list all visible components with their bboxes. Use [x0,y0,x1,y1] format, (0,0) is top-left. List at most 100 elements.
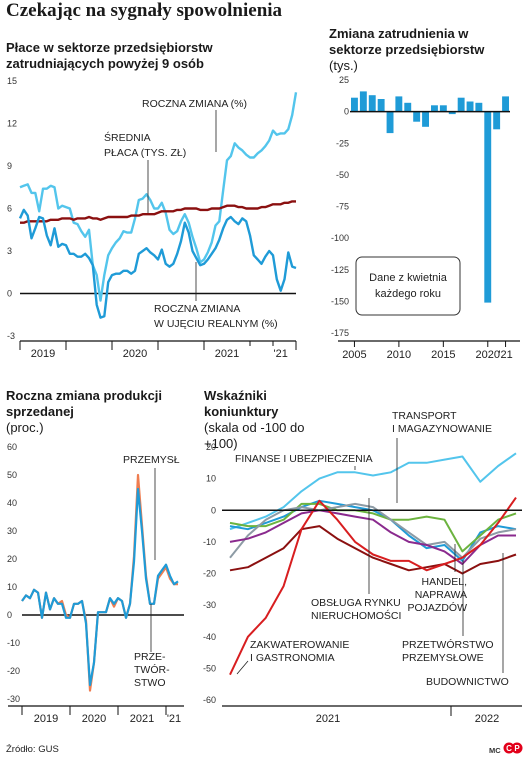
business-series-line [229,509,516,565]
production-y-tick: 50 [7,470,17,480]
employment-bar [359,91,367,112]
employment-bar [502,96,509,112]
business-annotation: TRANSPORT I MAGAZYNOWANIE [392,410,492,435]
production-x-label: 2019 [34,713,58,725]
production-annotation-industry: PRZEMYSŁ [123,454,180,466]
business-y-tick: -50 [203,663,216,673]
production-y-tick: -10 [7,638,20,648]
svg-text:C: C [506,744,512,753]
production-chart-title: Roczna zmiana produkcji sprzedanej (proc… [6,388,166,436]
source-note: Źródło: GUS [6,744,59,755]
employment-y-tick: -75 [336,202,349,212]
wages-y-tick: 9 [7,161,12,171]
employment-chart-title-text: Zmiana zatrudnienia w sektorze przedsięb… [329,26,485,57]
production-series-line [21,487,179,687]
employment-y-tick: 25 [339,75,349,85]
svg-text:P: P [514,744,520,753]
business-y-tick: -40 [203,632,216,642]
employment-bar [386,111,394,134]
business-chart-title: Wskaźniki koniunktury (skala od -100 do … [204,388,314,452]
production-annotation-manufacturing: TWÓR- [134,663,170,676]
employment-bar [413,111,421,122]
business-y-tick: -30 [203,600,216,610]
wages-series-line [18,208,297,319]
wages-annotation-real: ROCZNA ZMIANA W UJĘCIU REALNYM (%) [154,303,278,330]
employment-bar [466,101,474,112]
production-y-tick: 30 [7,526,17,536]
wages-y-tick: 6 [7,204,12,214]
employment-chart-subtitle: (tys.) [329,58,358,73]
wages-series-line [20,200,296,224]
employment-bar [377,99,385,112]
business-y-tick: -20 [203,569,216,579]
wages-y-tick: 3 [7,246,12,256]
employment-chart-title: Zmiana zatrudnienia w sektorze przedsięb… [329,26,524,74]
employment-bar [484,111,492,303]
wages-x-label: 2020 [123,348,147,360]
wages-x-label: 2019 [31,348,55,360]
employment-x-label: 2020 [476,349,500,361]
business-y-tick: 0 [211,505,216,515]
production-y-tick: 60 [7,442,17,452]
business-series-line [229,525,517,575]
employment-y-tick: -50 [336,170,349,180]
business-chart-title-text: Wskaźniki koniunktury [204,388,279,419]
employment-note-box [355,256,461,316]
business-annotation: ZAKWATEROWANIE I GASTRONOMIA [250,639,349,664]
production-x-label: 2021 [130,713,154,725]
author-credit: MC [489,746,501,755]
production-y-tick: -20 [7,666,20,676]
production-y-tick: -30 [7,694,20,704]
employment-x-label: 2010 [387,349,411,361]
production-x-label: 2020 [82,713,106,725]
business-chart-subtitle: (skala od -100 do +100) [204,420,305,451]
employment-y-tick: 0 [344,107,349,117]
wages-x-label: 2021 [215,348,239,360]
business-annotation-leader [236,660,249,675]
production-chart-subtitle: (proc.) [6,420,44,435]
employment-bar [448,111,456,115]
wages-series-line [19,92,298,302]
business-annotation: PRZETWÓRSTWO PRZEMYSŁOWE [402,638,494,664]
business-y-tick: 20 [206,442,216,452]
employment-bar [475,102,483,112]
wages-chart-title: Płace w sektorze przedsiębiorstw zatrudn… [6,40,213,71]
wages-x-label: '21 [273,348,287,360]
employment-note-text: Dane z kwietnia każdego roku [369,272,448,300]
employment-y-tick: -125 [331,265,349,275]
employment-bar [422,111,429,127]
wages-y-tick: 15 [7,76,17,86]
employment-x-label: 2015 [431,349,455,361]
production-y-tick: 40 [7,498,17,508]
employment-y-tick: -25 [336,138,349,148]
business-x-label: 2021 [316,713,340,725]
employment-y-tick: -150 [331,296,349,306]
production-x-label: '21 [167,713,181,725]
employment-y-tick: -175 [331,328,349,338]
wages-y-tick: 0 [7,289,12,299]
production-chart-title-text: Roczna zmiana produkcji sprzedanej [6,388,163,419]
business-series-line [229,502,517,553]
employment-x-label: 2005 [342,349,366,361]
employment-bar [395,96,403,112]
employment-x-label: '21 [498,349,512,361]
publisher-logo-icon: C P [503,742,523,754]
employment-bar [439,105,447,112]
production-annotation-manufacturing: STWO [134,677,166,689]
business-annotation: HANDEL, NAPRAWA POJAZDÓW [408,576,468,614]
wages-annotation-average: ŚREDNIA PŁACA (TYS. ZŁ) [104,131,186,159]
business-series-line [229,502,517,559]
employment-bar [493,111,501,130]
employment-bar [457,97,465,112]
business-annotation: OBSŁUGA RYNKU NIERUCHOMOŚCI [311,597,401,622]
employment-bar [431,105,438,112]
business-series-line [229,497,517,676]
employment-bar [404,102,412,112]
employment-bar [368,95,376,112]
production-y-tick: 10 [7,582,17,592]
production-y-tick: 20 [7,554,17,564]
production-y-tick: 0 [7,610,12,620]
main-title: Czekając na sygnały spowolnienia [6,0,283,21]
business-annotation: FINANSE I UBEZPIECZENIA [235,453,373,465]
